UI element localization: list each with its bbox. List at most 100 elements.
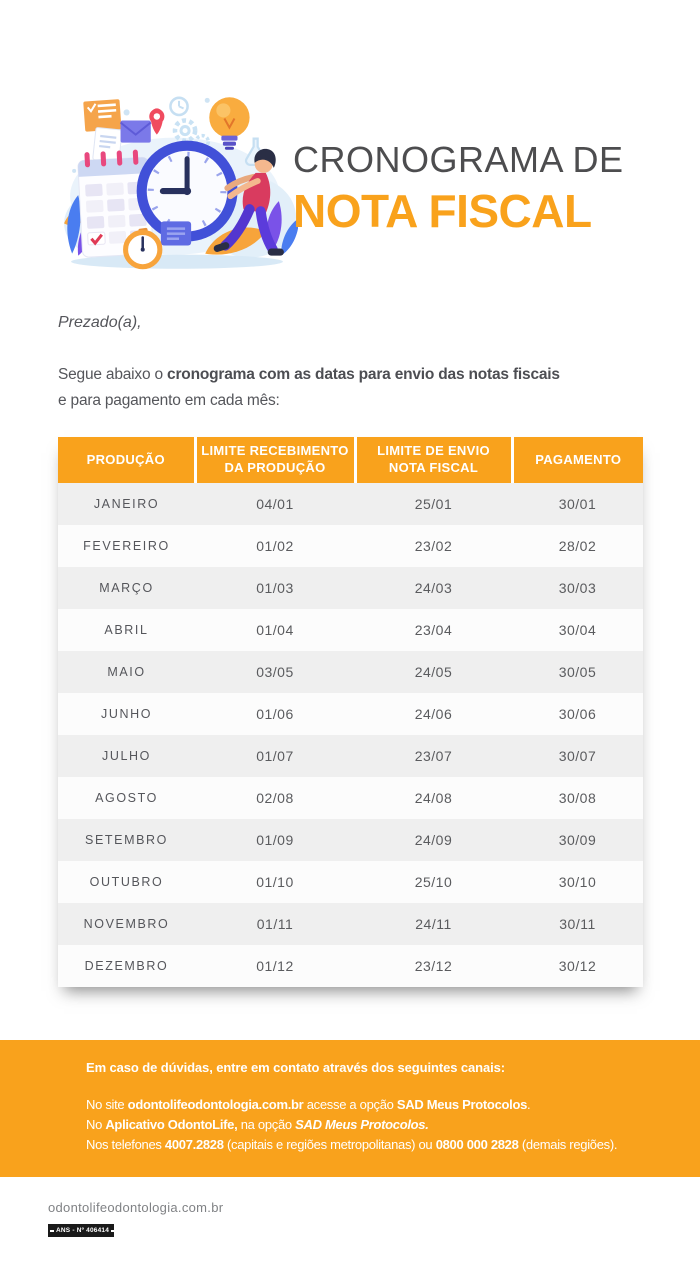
date-cell: 30/08: [512, 777, 643, 819]
date-cell: 01/09: [195, 819, 355, 861]
date-cell: 24/06: [355, 693, 512, 735]
date-cell: 24/08: [355, 777, 512, 819]
light-bulb-icon: [209, 97, 250, 150]
date-cell: 28/02: [512, 525, 643, 567]
stopwatch-icon: [123, 227, 163, 270]
date-cell: 24/11: [355, 903, 512, 945]
sad-protocolos-label: SAD Meus Protocolos.: [295, 1117, 429, 1132]
date-cell: 30/12: [512, 945, 643, 987]
date-cell: 30/06: [512, 693, 643, 735]
contact-text: No: [86, 1117, 106, 1132]
month-cell: OUTUBRO: [58, 861, 195, 903]
intro-bold: cronograma com as datas para envio das n…: [167, 366, 560, 383]
ans-badge-left-bar: [50, 1229, 54, 1232]
table-row: SETEMBRO 01/09 24/09 30/09: [58, 819, 643, 861]
date-cell: 23/07: [355, 735, 512, 777]
date-cell: 01/11: [195, 903, 355, 945]
schedule-illustration: [64, 96, 298, 270]
month-cell: FEVEREIRO: [58, 525, 195, 567]
date-cell: 04/01: [195, 483, 355, 525]
intro-prefix: Segue abaixo o: [58, 366, 168, 383]
contact-banner: Em caso de dúvidas, entre em contato atr…: [0, 1040, 700, 1177]
date-cell: 30/05: [512, 651, 643, 693]
month-cell: JANEIRO: [58, 483, 195, 525]
date-cell: 01/04: [195, 609, 355, 651]
title-line-2: NOTA FISCAL: [293, 185, 592, 237]
table-row: DEZEMBRO 01/12 23/12 30/12: [58, 945, 643, 987]
sticky-note-icon: [83, 99, 122, 132]
phone-capitais: 4007.2828: [164, 1137, 224, 1152]
small-clock-icon: [169, 96, 189, 117]
table-row: FEVEREIRO 01/02 23/02 28/02: [58, 525, 643, 567]
ans-badge: ANS - Nº 406414: [48, 1224, 116, 1237]
contact-line-site: No site odontolifeodontologia.com.br ace…: [86, 1095, 660, 1115]
table-row: JUNHO 01/06 24/06 30/06: [58, 693, 643, 735]
ans-badge-right-bar: [111, 1229, 116, 1232]
ans-badge-label: ANS - Nº 406414: [56, 1227, 110, 1234]
col-header-producao: PRODUÇÃO: [58, 437, 195, 483]
date-cell: 01/02: [195, 525, 355, 567]
contact-text: Nos telefones: [86, 1137, 165, 1152]
date-cell: 24/09: [355, 819, 512, 861]
map-pin-icon: [149, 108, 165, 135]
contact-line-app: No Aplicativo OdontoLife, na opção SAD M…: [86, 1115, 660, 1135]
month-cell: SETEMBRO: [58, 819, 195, 861]
contact-text: (demais regiões).: [518, 1137, 618, 1152]
intro-line2: e para pagamento em cada mês:: [58, 392, 280, 409]
greeting-text: Prezado(a),: [58, 314, 142, 331]
date-cell: 30/03: [512, 567, 643, 609]
date-cell: 30/10: [512, 861, 643, 903]
date-cell: 25/01: [355, 483, 512, 525]
date-cell: 01/07: [195, 735, 355, 777]
date-cell: 01/12: [195, 945, 355, 987]
envelope-icon: [119, 120, 152, 143]
schedule-table: PRODUÇÃO LIMITE RECEBIMENTO DA PRODUÇÃO …: [58, 437, 643, 987]
date-cell: 03/05: [195, 651, 355, 693]
date-cell: 01/06: [195, 693, 355, 735]
date-cell: 24/05: [355, 651, 512, 693]
intro-paragraph: Segue abaixo o cronograma com as datas p…: [58, 362, 560, 414]
paper-sheet-icon: [92, 127, 123, 163]
contact-heading: Em caso de dúvidas, entre em contato atr…: [86, 1060, 505, 1075]
col-header-pagamento: PAGAMENTO: [510, 437, 643, 483]
table-header-row: PRODUÇÃO LIMITE RECEBIMENTO DA PRODUÇÃO …: [58, 437, 643, 483]
table-row: JANEIRO 04/01 25/01 30/01: [58, 483, 643, 525]
date-cell: 01/03: [195, 567, 355, 609]
month-cell: MAIO: [58, 651, 195, 693]
month-cell: JULHO: [58, 735, 195, 777]
month-cell: JUNHO: [58, 693, 195, 735]
date-cell: 30/04: [512, 609, 643, 651]
col-header-limite-recebimento: LIMITE RECEBIMENTO DA PRODUÇÃO: [193, 437, 355, 483]
wall-clock-icon: [136, 140, 238, 242]
month-cell: NOVEMBRO: [58, 903, 195, 945]
phone-0800: 0800 000 2828: [435, 1137, 519, 1152]
date-cell: 30/07: [512, 735, 643, 777]
table-row: OUTUBRO 01/10 25/10 30/10: [58, 861, 643, 903]
table-row: NOVEMBRO 01/11 24/11 30/11: [58, 903, 643, 945]
contact-text: .: [527, 1097, 531, 1112]
date-cell: 01/10: [195, 861, 355, 903]
website-link[interactable]: odontolifeodontologia.com.br: [127, 1097, 304, 1112]
document-icon: [160, 221, 192, 246]
month-cell: ABRIL: [58, 609, 195, 651]
month-cell: MARÇO: [58, 567, 195, 609]
table-row: MARÇO 01/03 24/03 30/03: [58, 567, 643, 609]
date-cell: 25/10: [355, 861, 512, 903]
table-row: ABRIL 01/04 23/04 30/04: [58, 609, 643, 651]
contact-text: (capitais e regiões metropolitanas) ou: [223, 1137, 436, 1152]
date-cell: 23/04: [355, 609, 512, 651]
website-footer-link[interactable]: odontolifeodontologia.com.br: [48, 1200, 224, 1215]
sad-protocolos-label: SAD Meus Protocolos: [396, 1097, 528, 1112]
date-cell: 30/09: [512, 819, 643, 861]
contact-text: No site: [86, 1097, 128, 1112]
table-row: AGOSTO 02/08 24/08 30/08: [58, 777, 643, 819]
month-cell: AGOSTO: [58, 777, 195, 819]
col-header-limite-envio: LIMITE DE ENVIO NOTA FISCAL: [353, 437, 512, 483]
table-row: MAIO 03/05 24/05 30/05: [58, 651, 643, 693]
contact-line-phone: Nos telefones 4007.2828 (capitais e regi…: [86, 1135, 660, 1155]
page-title: CRONOGRAMA DE NOTA FISCAL: [293, 141, 624, 237]
app-odontolife-label: Aplicativo OdontoLife,: [105, 1117, 238, 1132]
date-cell: 23/02: [355, 525, 512, 567]
person-figure: [213, 148, 284, 256]
